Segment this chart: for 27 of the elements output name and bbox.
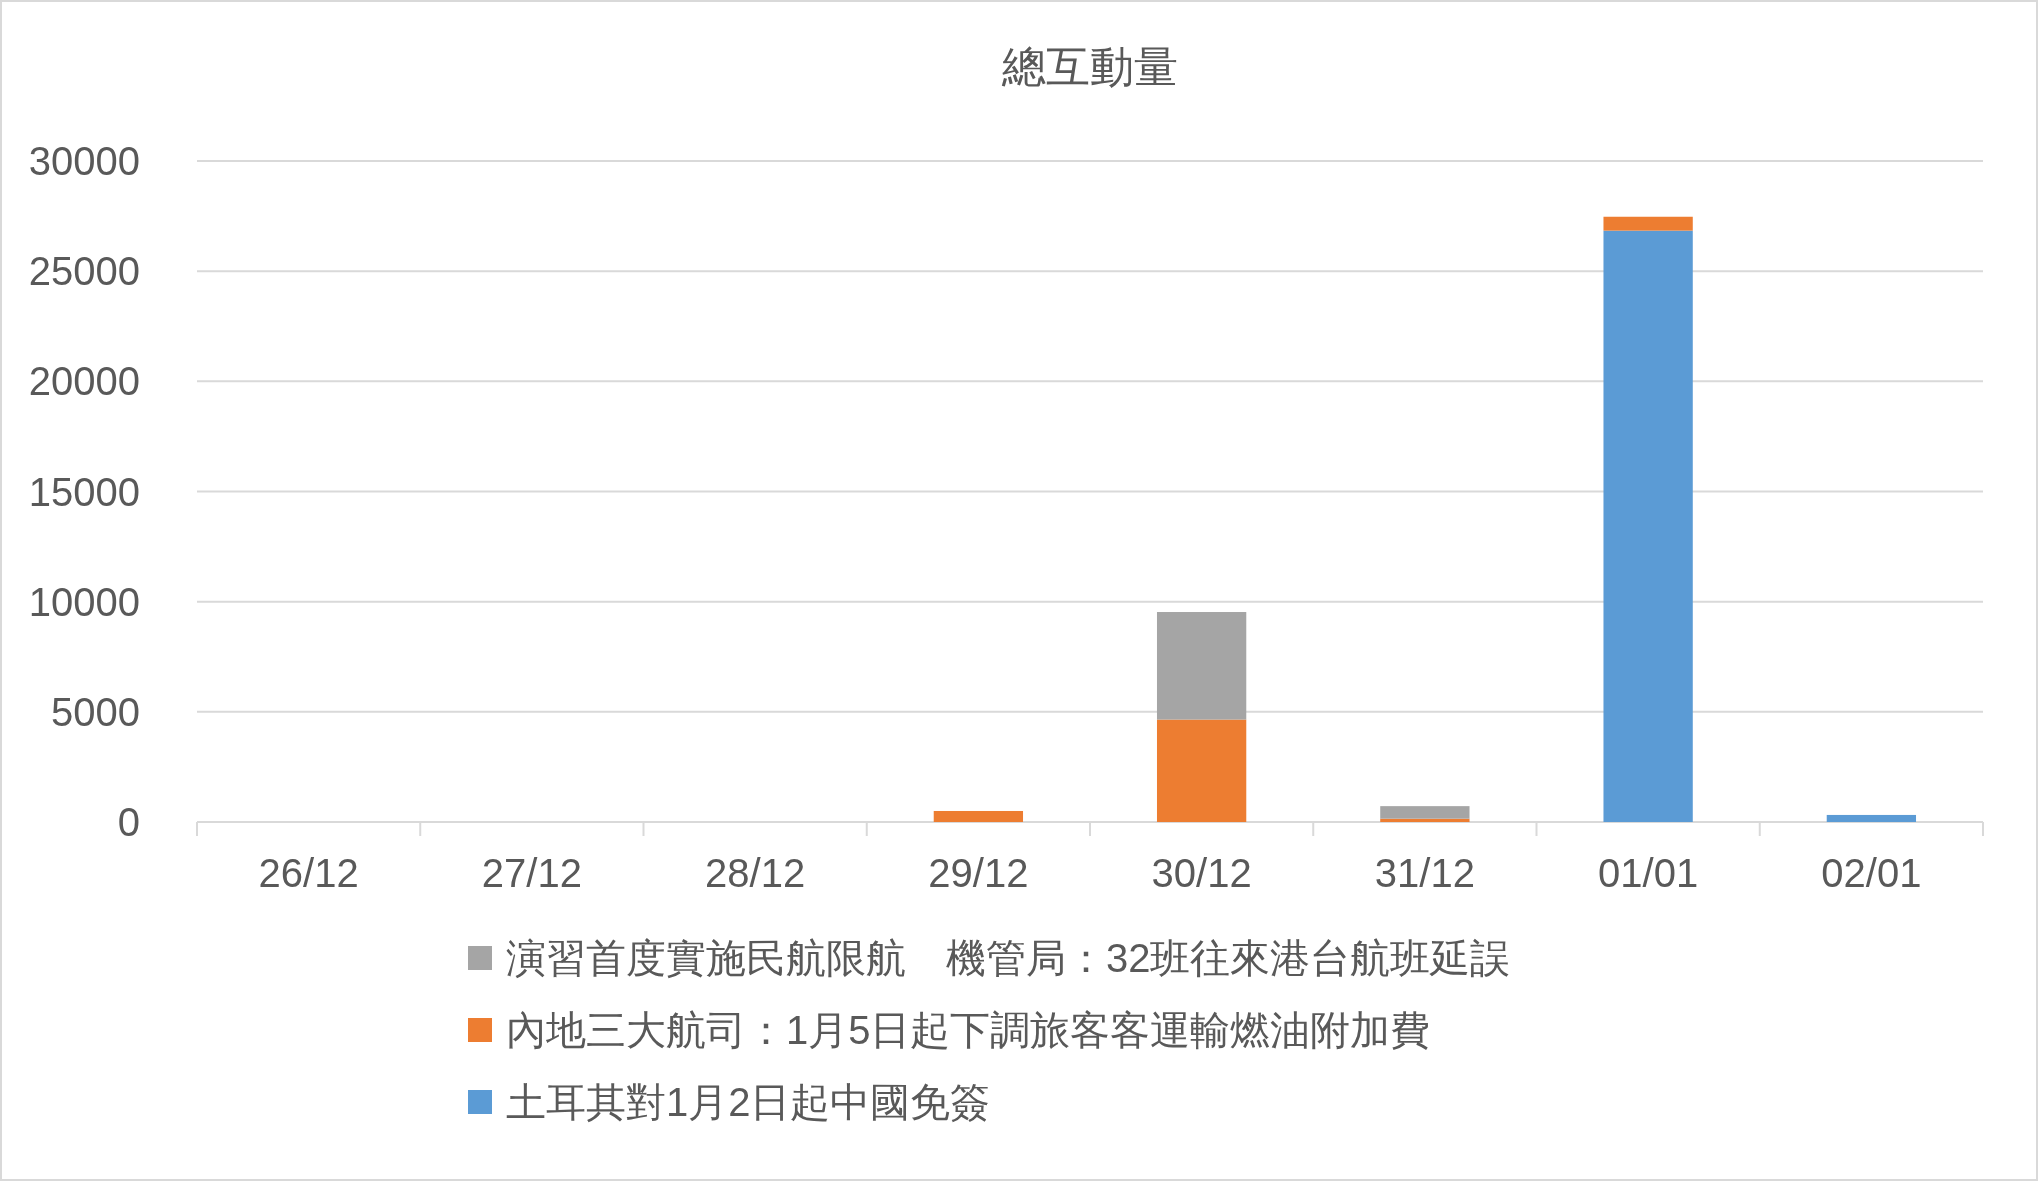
y-tick-label: 30000 bbox=[28, 139, 140, 183]
bar bbox=[1380, 818, 1470, 822]
legend-label: 土耳其對1月2日起中國免簽 bbox=[506, 1080, 991, 1124]
y-tick-label: 20000 bbox=[28, 359, 140, 404]
legend-label: 演習首度實施民航限航 機管局：32班往來港台航班延誤 bbox=[506, 936, 1511, 980]
y-tick-label: 10000 bbox=[28, 579, 140, 624]
x-tick-label: 31/12 bbox=[1374, 851, 1475, 895]
y-tick-label: 0 bbox=[117, 800, 140, 844]
bar bbox=[1156, 719, 1247, 822]
bar bbox=[1156, 612, 1247, 720]
x-tick-label: 30/12 bbox=[1151, 851, 1252, 895]
y-tick-label: 5000 bbox=[51, 689, 140, 734]
bar bbox=[1380, 806, 1470, 819]
bar bbox=[933, 810, 1024, 822]
x-tick-label: 02/01 bbox=[1821, 851, 1922, 895]
chart-title: 總互動量 bbox=[1001, 42, 1178, 91]
legend-label: 內地三大航司：1月5日起下調旅客客運輸燃油附加費 bbox=[506, 1008, 1431, 1052]
x-tick-label: 29/12 bbox=[928, 851, 1029, 895]
bar bbox=[1603, 230, 1693, 822]
y-tick-label: 15000 bbox=[28, 469, 140, 514]
y-tick-label: 25000 bbox=[28, 249, 140, 294]
bar bbox=[1603, 216, 1693, 231]
x-tick-label: 26/12 bbox=[258, 851, 359, 895]
x-tick-label: 27/12 bbox=[481, 851, 582, 895]
x-tick-label: 01/01 bbox=[1598, 851, 1699, 895]
x-tick-label: 28/12 bbox=[705, 851, 806, 895]
bar bbox=[1826, 814, 1917, 822]
